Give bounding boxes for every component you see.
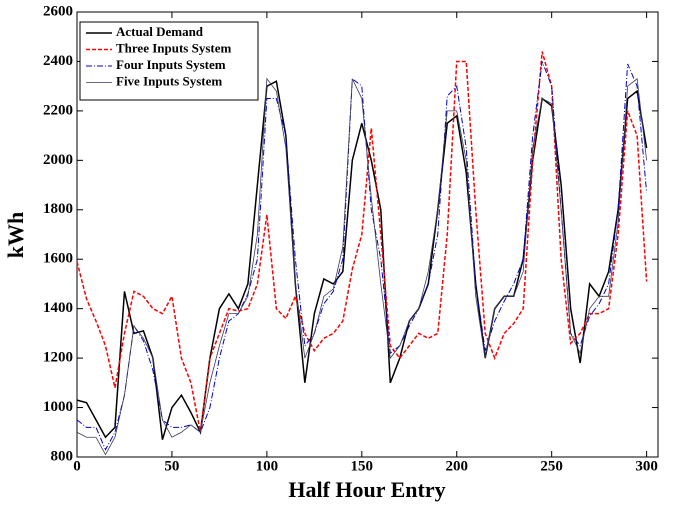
y-tick-label: 800 xyxy=(51,448,74,464)
x-tick-label: 150 xyxy=(351,458,374,474)
y-axis-label: kWh xyxy=(3,212,28,258)
legend-label: Four Inputs System xyxy=(116,57,226,72)
y-tick-label: 1200 xyxy=(43,350,73,366)
legend-box xyxy=(79,21,259,101)
plot-frame xyxy=(76,11,659,458)
x-tick-label: 200 xyxy=(445,458,468,474)
series-line xyxy=(76,77,648,456)
legend-label: Actual Demand xyxy=(116,24,204,39)
series-line xyxy=(76,51,648,433)
y-tick-label: 1400 xyxy=(43,300,73,316)
legend-label: Three Inputs System xyxy=(116,40,232,55)
x-tick-label: 50 xyxy=(164,458,179,474)
y-tick-label: 1000 xyxy=(43,399,73,415)
x-tick-label: 0 xyxy=(73,458,81,474)
legend-label: Five Inputs System xyxy=(116,73,222,88)
y-tick-label: 2400 xyxy=(43,53,73,69)
y-tick-label: 2600 xyxy=(43,3,73,19)
x-axis-label: Half Hour Entry xyxy=(288,477,445,502)
y-tick-label: 2000 xyxy=(43,152,73,168)
x-tick-label: 300 xyxy=(635,458,658,474)
x-tick-label: 250 xyxy=(540,458,563,474)
x-tick-label: 100 xyxy=(256,458,279,474)
y-tick-label: 1600 xyxy=(43,251,73,267)
y-tick-label: 1800 xyxy=(43,201,73,217)
y-tick-label: 2200 xyxy=(43,102,73,118)
